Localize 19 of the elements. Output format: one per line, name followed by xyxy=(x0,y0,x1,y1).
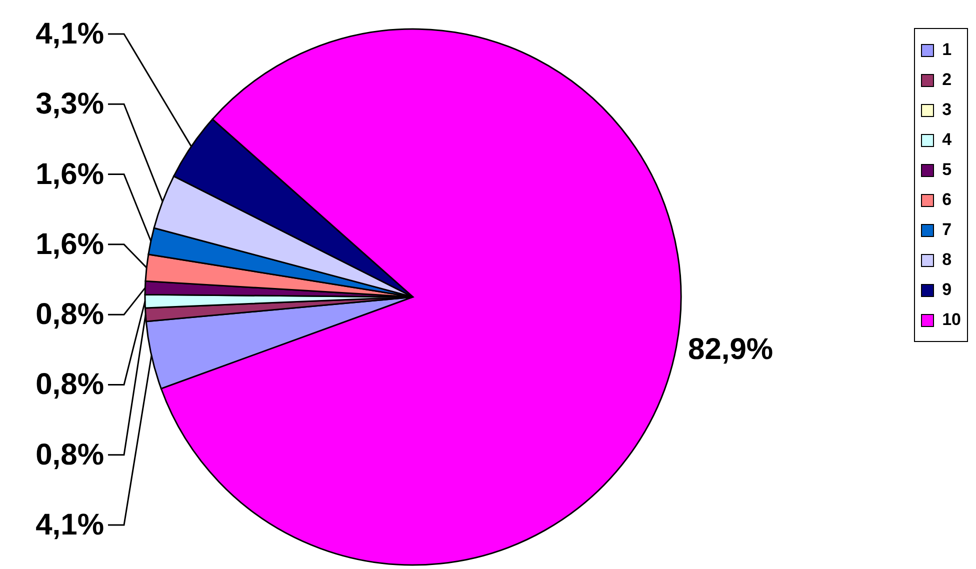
data-label: 1,6% xyxy=(36,158,104,191)
legend-label: 9 xyxy=(942,280,952,300)
legend-label: 6 xyxy=(942,190,952,210)
legend-label: 2 xyxy=(942,70,952,90)
legend-label: 8 xyxy=(942,250,952,270)
data-label: 0,8% xyxy=(36,368,104,402)
legend-label: 5 xyxy=(942,160,952,180)
data-label: 82,9% xyxy=(688,332,774,366)
legend-label: 1 xyxy=(942,40,952,60)
data-label: 0,8% xyxy=(36,438,104,472)
data-label: 0,8% xyxy=(36,298,104,332)
data-label: 1,6% xyxy=(36,228,104,261)
legend-label: 3 xyxy=(942,100,952,120)
data-label: 4,1% xyxy=(36,18,104,50)
legend-label: 4 xyxy=(942,130,952,150)
legend-label: 10 xyxy=(942,310,961,330)
legend-label: 7 xyxy=(942,220,952,240)
data-label: 4,1% xyxy=(36,508,104,542)
data-label: 3,3% xyxy=(36,88,104,121)
